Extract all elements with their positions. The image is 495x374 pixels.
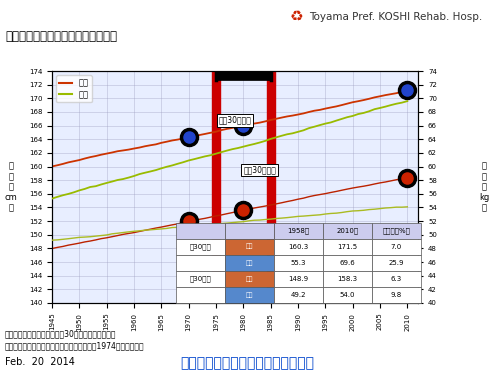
Text: Feb.  20  2014: Feb. 20 2014 <box>5 357 75 367</box>
Text: 身
長
（
cm
）: 身 長 （ cm ） <box>4 162 17 212</box>
Text: 5: 5 <box>471 353 482 368</box>
Text: （注）成人男女の代表として30歳代を取り上げた。: （注）成人男女の代表として30歳代を取り上げた。 <box>5 329 116 338</box>
Text: （資料）国民健康・栄養調査（厚生労働省、1974年調査なし）: （資料）国民健康・栄養調査（厚生労働省、1974年調査なし） <box>5 342 145 351</box>
Bar <box>267 71 275 303</box>
Bar <box>212 71 220 303</box>
Text: Toyama Pref. KOSHI Rehab. Hosp.: Toyama Pref. KOSHI Rehab. Hosp. <box>309 12 483 22</box>
Legend: 身長, 体重: 身長, 体重 <box>56 75 92 102</box>
Text: 富山県高志リハビリテーション病院: 富山県高志リハビリテーション病院 <box>181 356 314 370</box>
Text: ♻: ♻ <box>290 9 304 24</box>
Text: 女（30歳代）: 女（30歳代） <box>243 165 276 174</box>
Text: 日本人の平均身長・平均体重の推移: 日本人の平均身長・平均体重の推移 <box>5 30 117 43</box>
Text: 男（30歳代）: 男（30歳代） <box>219 116 251 125</box>
Text: 体
重
（
kg
）: 体 重 （ kg ） <box>479 162 489 212</box>
